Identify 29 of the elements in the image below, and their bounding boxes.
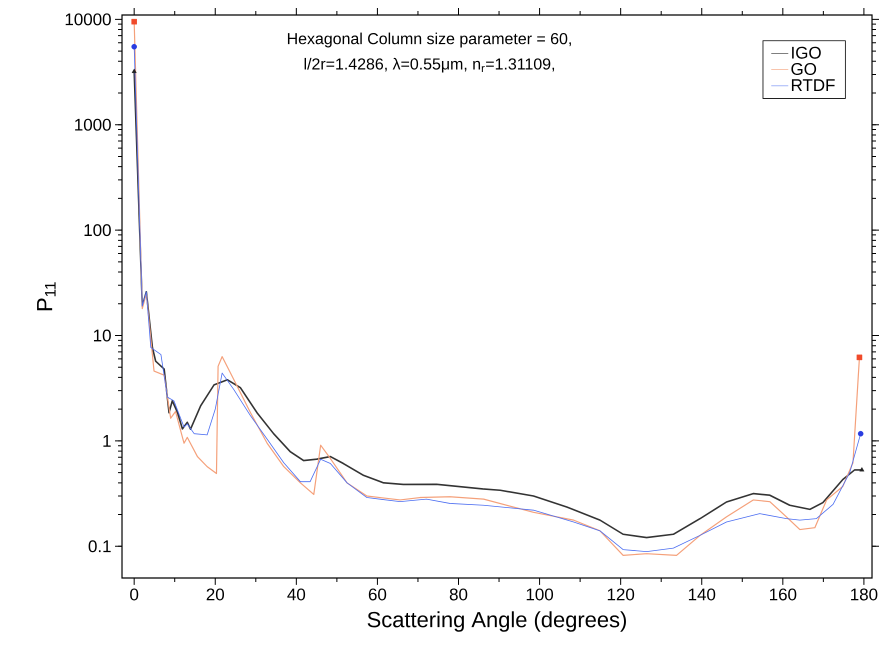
legend-label: RTDF bbox=[792, 79, 835, 91]
point bbox=[132, 68, 137, 73]
legend-label: GO bbox=[791, 63, 816, 75]
y-tick-label: 10000 bbox=[66, 13, 111, 26]
y-axis-title: P$_{11}$ bbox=[37, 282, 56, 310]
y-tick-label: 0.1 bbox=[88, 540, 111, 552]
y-tick-label: 100 bbox=[84, 224, 111, 236]
annotation: Hexagonal Column size parameter = 60, bbox=[288, 32, 571, 48]
point bbox=[856, 354, 862, 360]
x-tick-label: 100 bbox=[526, 588, 554, 600]
legend-label: IGO bbox=[792, 46, 821, 59]
x-tick-label: 60 bbox=[368, 588, 386, 600]
y-tick-label: 1 bbox=[103, 435, 111, 447]
point bbox=[859, 467, 864, 472]
x-tick-label: 40 bbox=[287, 588, 306, 600]
point bbox=[131, 18, 137, 24]
x-tick-label: 180 bbox=[851, 588, 878, 600]
annotation: l/2r=1.4286, λ=0.55μm, n$_{r}$=1.31109, bbox=[304, 58, 554, 73]
point bbox=[131, 44, 137, 50]
x-tick-label: 120 bbox=[608, 588, 634, 600]
x-tick-label: 160 bbox=[770, 588, 796, 600]
point bbox=[858, 430, 864, 436]
x-tick-label: 0 bbox=[130, 588, 138, 600]
x-tick-label: 20 bbox=[206, 588, 224, 600]
x-tick-label: 140 bbox=[688, 588, 716, 600]
y-tick-label: 10 bbox=[94, 329, 111, 342]
y-tick-label: 1000 bbox=[75, 118, 111, 131]
x-axis-title: Scattering Angle (degrees) bbox=[368, 611, 626, 632]
x-tick-label: 80 bbox=[450, 588, 468, 600]
